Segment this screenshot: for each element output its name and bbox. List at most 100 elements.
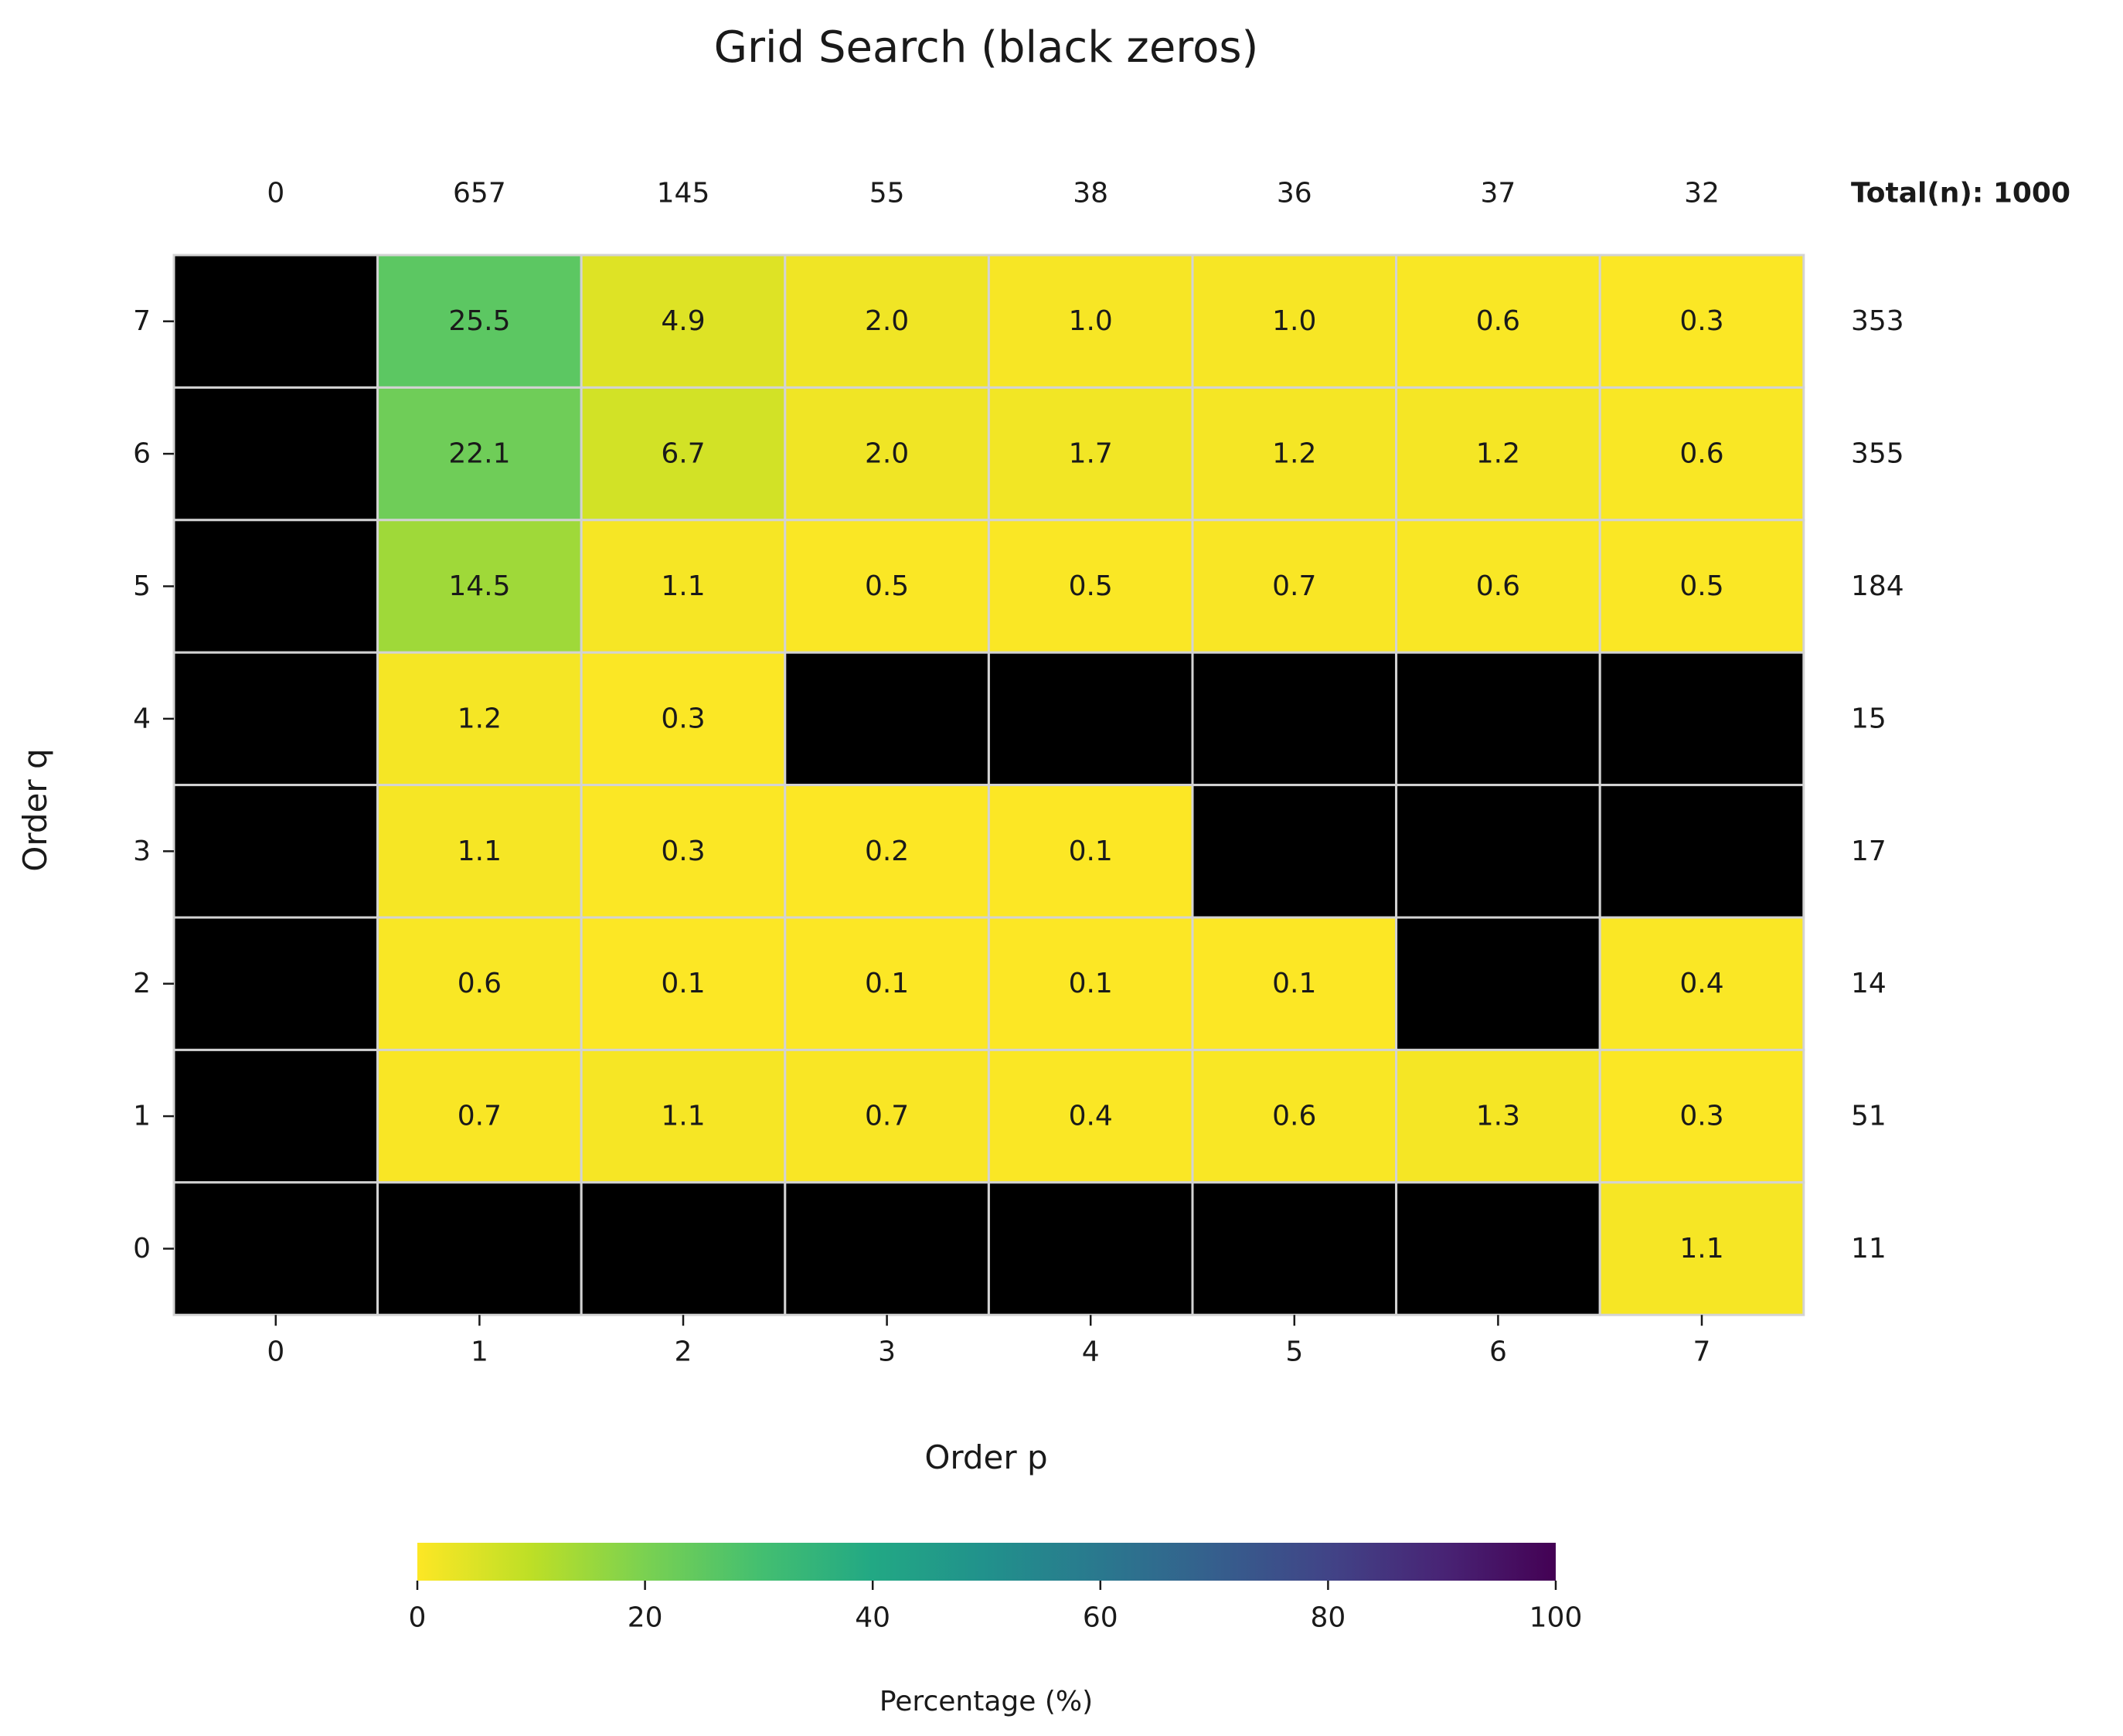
cell-value-label: 0.3 xyxy=(661,703,705,734)
x-tick-label: 5 xyxy=(1285,1336,1303,1368)
colorbar-tick-label: 80 xyxy=(1310,1602,1346,1634)
heatmap-cell xyxy=(1598,916,1805,1051)
cell-value-label: 0.6 xyxy=(458,968,502,999)
column-total-label: 145 xyxy=(657,178,710,209)
cell-value-label: 0.1 xyxy=(1069,968,1113,999)
heatmap-cell xyxy=(376,1181,583,1316)
y-axis-label: Order q xyxy=(16,748,54,871)
heatmap-cell xyxy=(580,254,787,389)
cell-value-label: 0.6 xyxy=(1476,570,1520,602)
heatmap-cells: 25.5 4.9 2.0 1.0 1.0 0.6 0.3 22.1 6.7 2.0 1.7 1.2 1.… xyxy=(172,254,1805,1316)
cell-value-label: 1.7 xyxy=(1069,438,1113,470)
cell-value-label: 0.5 xyxy=(1069,570,1113,602)
cell-value-label: 0.2 xyxy=(865,836,909,867)
cell-value-label: 0.5 xyxy=(865,570,909,602)
heatmap-cell xyxy=(987,1048,1194,1184)
heatmap-cell xyxy=(376,916,583,1051)
heatmap-cell xyxy=(784,651,990,787)
cell-value-label: 1.2 xyxy=(1272,438,1316,470)
colorbar-ticks: 0 20 40 60 80 100 xyxy=(409,1581,1583,1634)
heatmap-cell xyxy=(987,1181,1194,1316)
heatmap-cell xyxy=(1598,519,1805,654)
heatmap-cell xyxy=(580,916,787,1051)
x-tick-label: 7 xyxy=(1693,1336,1711,1368)
heatmap-cell xyxy=(376,651,583,787)
heatmap-cell xyxy=(987,784,1194,919)
cell-value-label: 1.0 xyxy=(1069,305,1113,337)
heatmap-cell xyxy=(580,1048,787,1184)
cell-value-label: 1.1 xyxy=(458,836,502,867)
column-total-label: 657 xyxy=(453,178,506,209)
heatmap-cell xyxy=(1395,254,1601,389)
row-total-label: 17 xyxy=(1851,836,1887,867)
colorbar-tick-label: 100 xyxy=(1529,1602,1583,1634)
row-total-label: 353 xyxy=(1851,305,1904,337)
x-axis-ticks: 0 1 2 3 4 5 6 7 xyxy=(267,1315,1710,1368)
x-tick-label: 4 xyxy=(1082,1336,1100,1368)
y-tick-label: 0 xyxy=(133,1233,151,1265)
heatmap-cell xyxy=(987,254,1194,389)
cell-value-label: 0.5 xyxy=(1679,570,1723,602)
cell-value-label: 0.4 xyxy=(1069,1101,1113,1132)
heatmap-cell xyxy=(172,1181,379,1316)
heatmap-cell xyxy=(1191,519,1398,654)
heatmap-cell xyxy=(1598,1048,1805,1184)
x-tick-label: 6 xyxy=(1489,1336,1507,1368)
cell-value-label: 0.4 xyxy=(1679,968,1723,999)
x-tick-label: 2 xyxy=(675,1336,692,1368)
heatmap-cell xyxy=(1191,1181,1398,1316)
heatmap-cell xyxy=(172,519,379,654)
cell-value-label: 1.2 xyxy=(458,703,502,734)
cell-value-label: 0.7 xyxy=(458,1101,502,1132)
row-total-label: 355 xyxy=(1851,438,1904,470)
cell-value-label: 0.6 xyxy=(1476,305,1520,337)
colorbar-tick-label: 40 xyxy=(855,1602,890,1634)
cell-value-label: 1.2 xyxy=(1476,438,1520,470)
y-tick-label: 1 xyxy=(133,1101,151,1132)
heatmap-cell xyxy=(580,519,787,654)
colorbar xyxy=(417,1543,1556,1581)
cell-value-label: 0.7 xyxy=(865,1101,909,1132)
heatmap-cell xyxy=(1395,784,1601,919)
row-total-label: 15 xyxy=(1851,703,1887,734)
heatmap-cell xyxy=(1191,784,1398,919)
cell-value-label: 14.5 xyxy=(448,570,510,602)
y-tick-label: 3 xyxy=(133,836,151,867)
heatmap-cell xyxy=(172,916,379,1051)
heatmap-cell xyxy=(1598,386,1805,522)
column-totals: 0 657 145 55 38 36 37 32 xyxy=(267,178,1720,209)
column-total-label: 38 xyxy=(1073,178,1108,209)
cell-value-label: 0.6 xyxy=(1679,438,1723,470)
heatmap-cell xyxy=(376,254,583,389)
heatmap-cell xyxy=(987,651,1194,787)
colorbar-tick-label: 0 xyxy=(409,1602,427,1634)
cell-value-label: 0.6 xyxy=(1272,1101,1316,1132)
heatmap-cell xyxy=(1395,1181,1601,1316)
x-tick-label: 3 xyxy=(878,1336,896,1368)
heatmap-cell xyxy=(784,1048,990,1184)
column-total-label: 55 xyxy=(869,178,905,209)
cell-value-label: 2.0 xyxy=(865,305,909,337)
cell-value-label: 0.3 xyxy=(1679,1101,1723,1132)
chart-title: Grid Search (black zeros) xyxy=(714,22,1259,73)
column-total-label: 37 xyxy=(1480,178,1516,209)
colorbar-tick-label: 20 xyxy=(628,1602,663,1634)
x-tick-label: 1 xyxy=(471,1336,488,1368)
total-label: Total(n): 1000 xyxy=(1851,178,2070,209)
cell-value-label: 1.1 xyxy=(1679,1233,1723,1265)
row-totals: 353 355 184 15 17 14 51 11 xyxy=(1851,305,1904,1265)
row-total-label: 14 xyxy=(1851,968,1887,999)
row-total-label: 184 xyxy=(1851,570,1904,602)
heatmap-cell xyxy=(784,519,990,654)
y-tick-label: 6 xyxy=(133,438,151,470)
heatmap-cell xyxy=(784,1181,990,1316)
cell-value-label: 2.0 xyxy=(865,438,909,470)
heatmap-cell xyxy=(1191,1048,1398,1184)
cell-value-label: 1.3 xyxy=(1476,1101,1520,1132)
heatmap-cell xyxy=(784,254,990,389)
row-total-label: 51 xyxy=(1851,1101,1887,1132)
cell-value-label: 4.9 xyxy=(661,305,705,337)
cell-value-label: 1.0 xyxy=(1272,305,1316,337)
cell-value-label: 0.1 xyxy=(661,968,705,999)
